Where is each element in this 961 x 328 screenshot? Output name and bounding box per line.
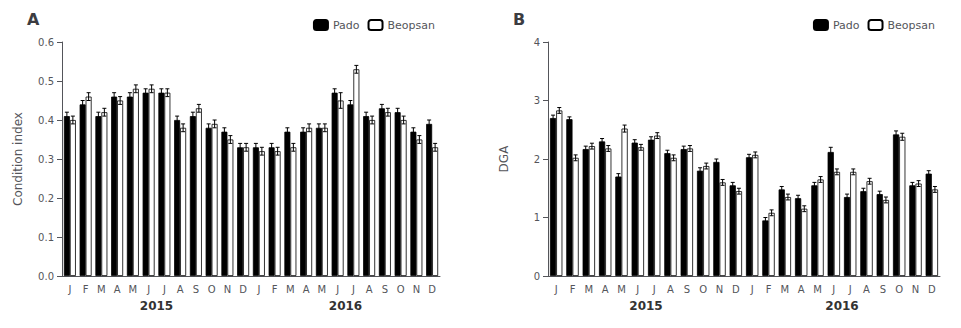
svg-text:J: J (67, 284, 71, 295)
svg-text:N: N (224, 284, 231, 295)
svg-text:A: A (798, 284, 805, 295)
svg-text:0.4: 0.4 (38, 115, 54, 126)
svg-text:A: A (602, 284, 609, 295)
svg-text:J: J (831, 284, 835, 295)
svg-text:F: F (272, 284, 278, 295)
svg-text:A: A (667, 284, 674, 295)
svg-text:S: S (382, 284, 388, 295)
svg-text:N: N (413, 284, 420, 295)
svg-text:A: A (114, 284, 121, 295)
svg-text:M: M (781, 284, 790, 295)
svg-text:J: J (635, 284, 639, 295)
svg-text:Beopsan: Beopsan (388, 19, 435, 32)
svg-text:O: O (699, 284, 707, 295)
svg-text:0.2: 0.2 (38, 193, 54, 204)
svg-text:2015: 2015 (629, 299, 662, 313)
svg-text:4: 4 (534, 37, 540, 48)
svg-text:2015: 2015 (140, 299, 173, 313)
svg-text:1: 1 (534, 212, 540, 223)
svg-text:2016: 2016 (329, 299, 362, 313)
svg-text:N: N (912, 284, 919, 295)
svg-text:J: J (335, 284, 339, 295)
svg-text:0.5: 0.5 (38, 76, 54, 87)
svg-text:O: O (895, 284, 903, 295)
svg-text:J: J (554, 284, 558, 295)
svg-text:J: J (146, 284, 150, 295)
svg-text:M: M (97, 284, 106, 295)
svg-text:A: A (366, 284, 373, 295)
svg-text:M: M (585, 284, 594, 295)
svg-text:A: A (863, 284, 870, 295)
svg-text:D: D (428, 284, 436, 295)
svg-text:D: D (928, 284, 936, 295)
svg-text:0.3: 0.3 (38, 154, 54, 165)
svg-text:0.0: 0.0 (38, 271, 54, 282)
svg-text:Condition index: Condition index (11, 112, 25, 206)
svg-text:J: J (750, 284, 754, 295)
svg-text:Pado: Pado (333, 19, 360, 32)
svg-text:M: M (129, 284, 138, 295)
svg-text:2016: 2016 (825, 299, 858, 313)
svg-text:Beopsan: Beopsan (888, 19, 935, 32)
svg-text:A: A (177, 284, 184, 295)
svg-text:F: F (570, 284, 576, 295)
svg-text:J: J (162, 284, 166, 295)
svg-text:S: S (880, 284, 886, 295)
svg-text:O: O (397, 284, 405, 295)
svg-text:O: O (208, 284, 216, 295)
svg-text:F: F (83, 284, 89, 295)
svg-text:D: D (239, 284, 247, 295)
svg-text:S: S (193, 284, 199, 295)
svg-text:0: 0 (534, 271, 540, 282)
svg-text:N: N (716, 284, 723, 295)
svg-text:M: M (617, 284, 626, 295)
svg-text:3: 3 (534, 95, 540, 106)
svg-text:J: J (652, 284, 656, 295)
svg-text:J: J (256, 284, 260, 295)
svg-text:F: F (766, 284, 772, 295)
svg-text:M: M (813, 284, 822, 295)
svg-text:M: M (286, 284, 295, 295)
svg-text:S: S (684, 284, 690, 295)
svg-text:J: J (848, 284, 852, 295)
svg-text:DGA: DGA (497, 145, 511, 173)
svg-text:A: A (303, 284, 310, 295)
svg-text:J: J (351, 284, 355, 295)
svg-text:Pado: Pado (833, 19, 860, 32)
svg-text:0.1: 0.1 (38, 232, 54, 243)
svg-text:0.6: 0.6 (38, 37, 54, 48)
svg-text:M: M (318, 284, 327, 295)
svg-text:2: 2 (534, 154, 540, 165)
svg-text:B: B (513, 10, 525, 29)
svg-text:A: A (27, 10, 40, 29)
svg-text:D: D (732, 284, 740, 295)
